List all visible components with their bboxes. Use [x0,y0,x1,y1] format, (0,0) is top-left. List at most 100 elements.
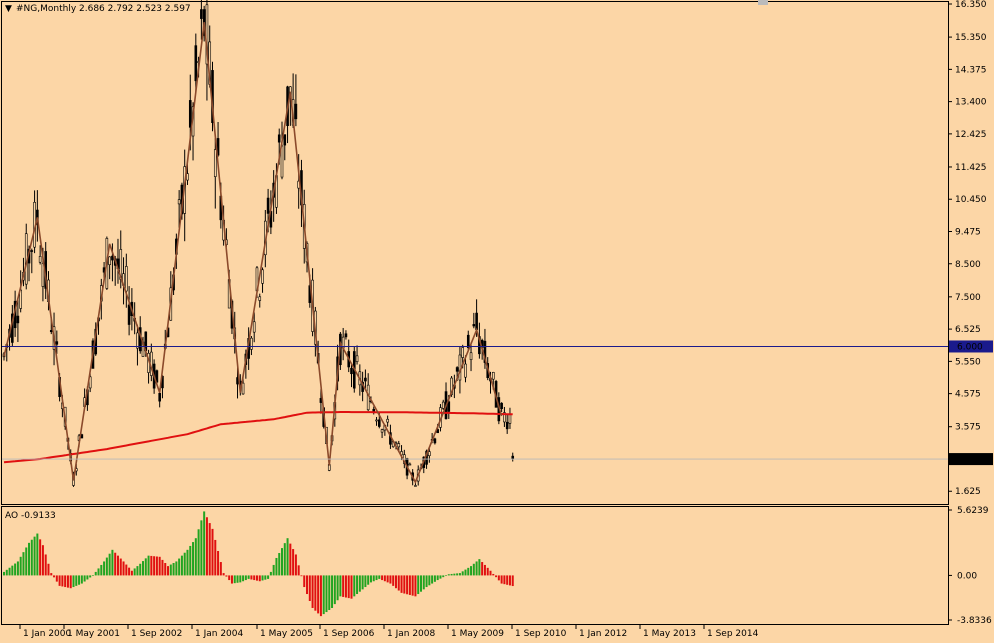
candle-body [397,443,401,448]
ao-bar [111,549,114,576]
ao-tick-label: -3.8336 [957,616,992,626]
ao-bar [194,538,197,576]
price-axis: 16.350 15.350 14.375 13.400 12.425 11.425 10.4… [948,0,987,497]
ao-bar [495,575,498,578]
ao-bar [392,575,395,586]
ao-bar [142,561,144,576]
ao-bar [389,575,392,584]
ao-bar [167,566,170,576]
ao-bar [33,536,36,576]
candle-body [136,332,139,349]
time-tick-label: 1 Sep 2006 [323,629,375,639]
ao-bar [508,575,511,586]
price-tick-label: 9.475 [955,227,981,237]
moving-average-line [3,411,513,464]
time-tick-label: 1 Jan 2004 [195,629,243,639]
ao-bar [344,575,347,598]
ao-bar [130,570,133,576]
header-arrow-icon[interactable]: ▼ [5,4,12,14]
candle-body [500,402,503,409]
candle-body [464,363,467,378]
scroll-marker[interactable] [758,0,768,5]
ao-bar [144,558,147,576]
candle-body [414,485,417,487]
ao-bar [275,557,278,576]
level-price-box [949,340,993,353]
ao-bar [403,575,406,594]
main-pane-border [1,1,949,505]
candle-body [125,266,128,292]
ao-bar [11,565,14,576]
ao-bar [333,575,336,605]
ao-bar [39,539,42,576]
ao-bar [394,575,397,589]
ao-bar [244,575,247,581]
time-tick-label: 1 Jan 2008 [387,629,435,639]
ao-bar [475,561,478,576]
ao-bar [228,575,231,581]
candle-body [16,315,20,324]
zigzag-line [3,22,503,484]
ao-bar [242,575,245,582]
ao-bar [239,575,242,583]
ao-label: AO -0.9133 [5,511,56,521]
time-tick-label: 1 May 2013 [643,629,696,639]
price-tick-label: 15.350 [955,33,987,43]
candle-body [30,250,34,252]
ao-bar [94,571,97,576]
ao-bar [189,545,192,576]
ao-bar [66,575,69,588]
ao-bar [5,569,8,576]
ao-bar [200,520,203,576]
moving-average [3,411,513,464]
horizontal-level-line[interactable]: 6.000 2.597 [2,340,993,466]
ao-bar [450,573,453,576]
current-price-box [949,453,993,466]
candle-body [49,330,53,333]
ao-bar [258,575,261,582]
time-tick-label: 1 May 2009 [451,629,504,639]
ao-bar [458,573,461,576]
candle-body [377,419,381,427]
candle-body [469,352,473,361]
ao-bar [222,573,225,576]
ao-bar [169,564,172,576]
ao-bar [253,575,256,581]
ao-bar [372,575,375,582]
ao-bar [175,561,178,576]
candle-body [294,103,298,120]
ao-bar [364,575,367,588]
ao-bar [322,575,325,615]
candle-body [408,463,412,466]
candle-body [355,355,359,362]
candle-body [266,197,270,214]
ao-bar [203,511,206,576]
price-tick-label: 1.625 [955,487,981,497]
ao-bar [294,554,297,576]
ao-axis: 5.6239 0.00 -3.8336 [948,506,992,626]
ao-bar [28,542,31,576]
ao-bar [281,548,283,576]
ao-bar [180,555,183,576]
candle-body [503,412,506,423]
ao-bar [261,575,264,581]
ao-bar [497,575,500,581]
candle-body [386,418,389,423]
ao-bar [217,550,220,576]
candle-body [55,341,59,345]
ao-bar [8,567,11,576]
candle-body [466,334,470,349]
ao-bar [105,557,108,576]
ao-bar [58,575,61,586]
ao-bar [178,558,181,576]
ao-bar [114,552,117,576]
ao-bar [289,543,292,576]
ao-bar [414,575,417,597]
ao-bar [72,575,75,588]
ao-bar [300,575,303,577]
ao-bar [397,575,400,591]
ao-bar [103,561,106,576]
candle-body [447,401,451,412]
ao-bar [339,575,342,597]
